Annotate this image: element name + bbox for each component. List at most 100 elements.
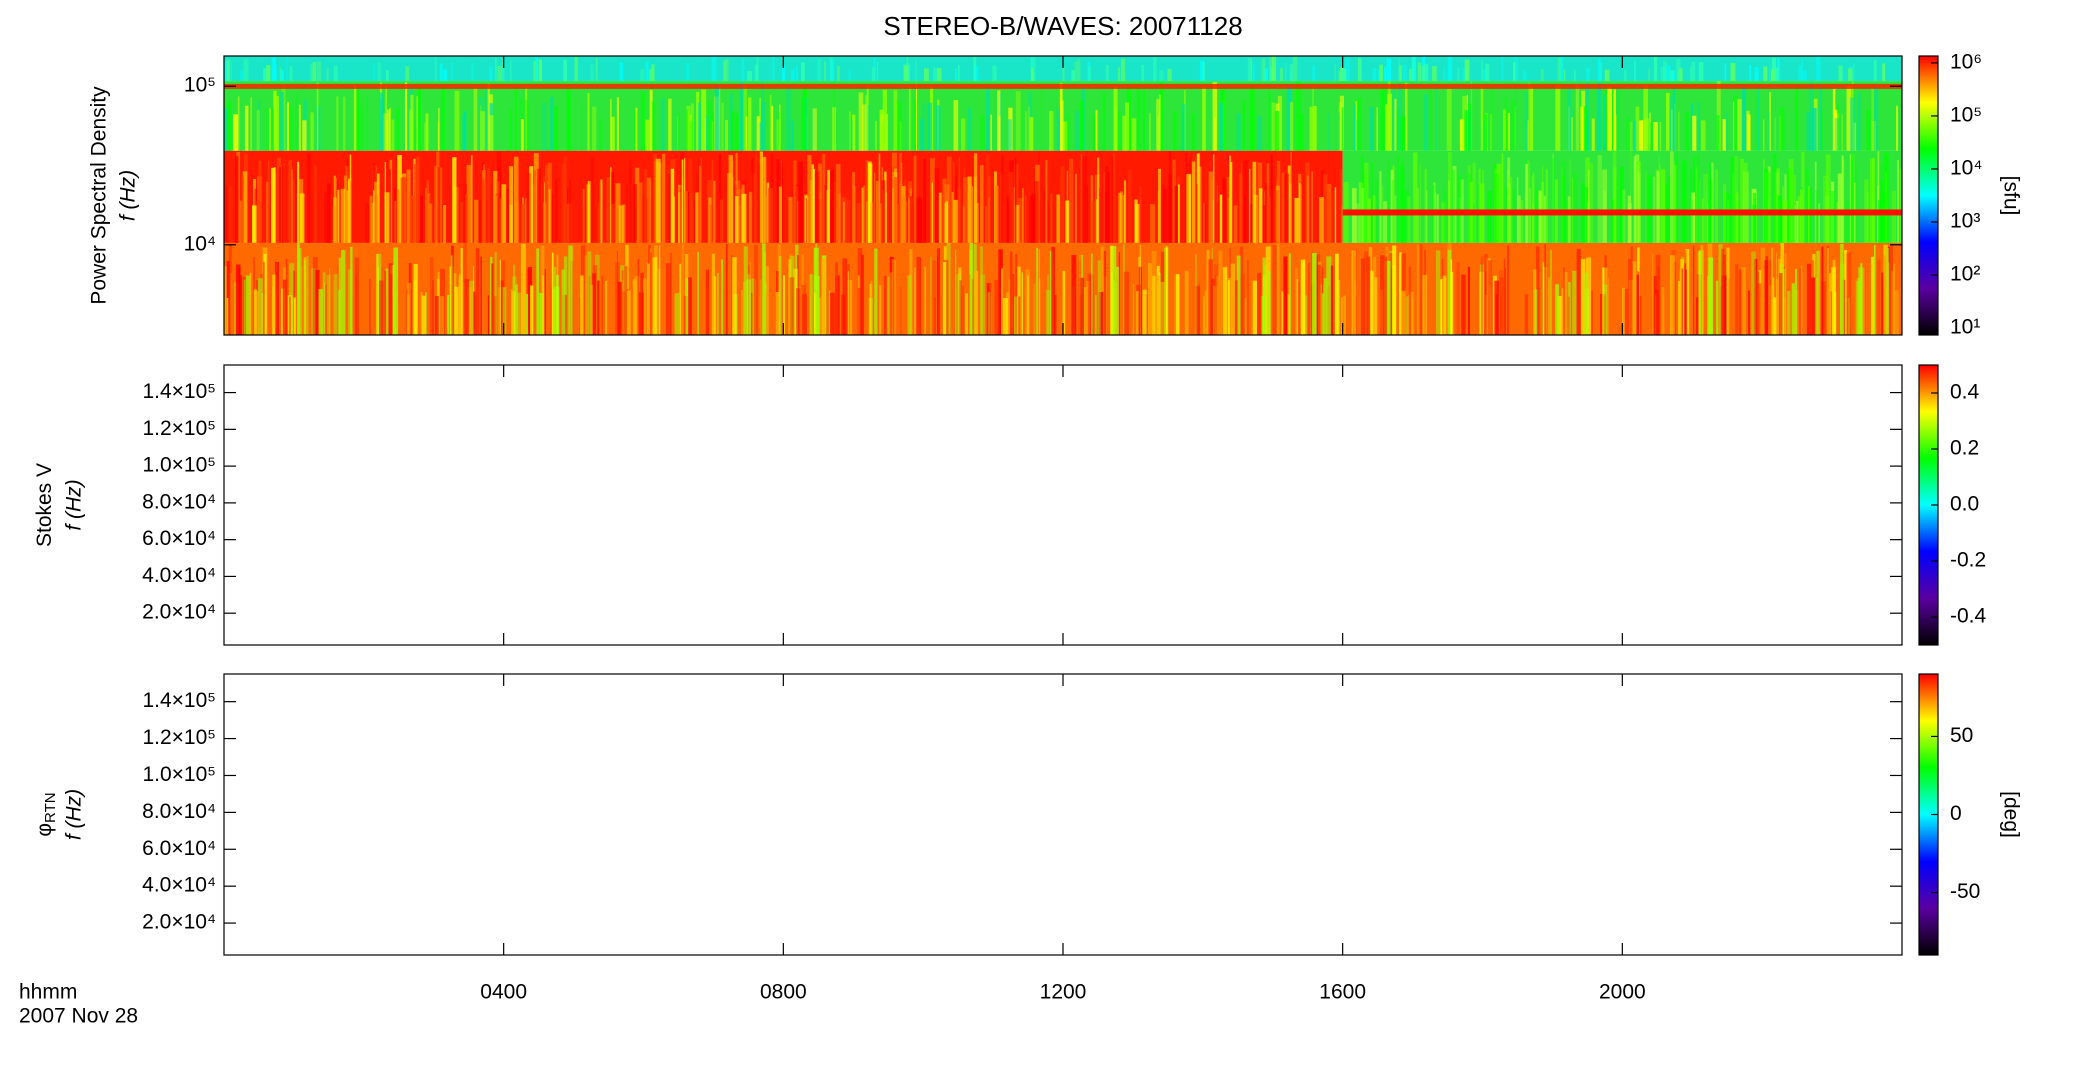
spectrogram-texture (1018, 197, 1023, 243)
spectrogram-texture (228, 244, 232, 335)
spectrogram-texture (698, 165, 702, 243)
spectrogram-texture (378, 187, 381, 243)
spectrogram-texture (1485, 63, 1490, 82)
spectrogram-texture (1673, 165, 1678, 243)
spectrogram-texture (689, 193, 694, 243)
spectrogram-texture (1016, 266, 1021, 335)
spectrogram-texture (1811, 107, 1817, 151)
spectrogram-texture (326, 275, 331, 335)
spectrogram-texture (1281, 98, 1283, 151)
spectrogram-texture (728, 155, 733, 243)
spectrogram-texture (726, 173, 732, 243)
spectrogram-texture (637, 258, 640, 335)
spectrogram-texture (924, 266, 927, 335)
spectrogram-texture (1074, 110, 1080, 151)
spectrogram-texture (1178, 184, 1180, 243)
spectrogram-texture (1040, 87, 1043, 151)
spectrogram-texture (1065, 200, 1070, 243)
spectrogram-texture (1664, 66, 1666, 82)
spectrogram-texture (1673, 86, 1676, 151)
spectrogram-texture (1559, 56, 1564, 82)
spectrogram-texture (638, 292, 644, 335)
spectrogram-texture (238, 267, 241, 335)
spectrogram-texture (1588, 170, 1590, 243)
spectrogram-texture (588, 275, 591, 335)
spectrogram-texture (697, 102, 701, 151)
spectrogram-texture (245, 275, 251, 335)
spectrogram-texture (524, 99, 530, 151)
spectrogram-texture (480, 105, 482, 151)
spectrogram-texture (497, 65, 502, 82)
spectrogram-texture (783, 275, 785, 335)
spectrogram-texture (1684, 263, 1687, 335)
spectrogram-texture (1242, 100, 1246, 151)
spectrogram-texture (1724, 63, 1727, 82)
spectrogram-texture (1776, 194, 1779, 243)
spectrogram-texture (1600, 62, 1602, 82)
spectrogram-texture (249, 272, 252, 335)
spectrogram-texture (355, 281, 358, 335)
spectrogram-texture (1270, 154, 1273, 243)
spectrogram-texture (1484, 254, 1488, 335)
spectrogram-texture (1534, 289, 1538, 335)
spectrogram-texture (436, 151, 440, 243)
spectrogram-texture (1018, 296, 1021, 335)
spectrogram-texture (1105, 165, 1109, 243)
spectrogram-texture (1754, 67, 1759, 82)
spectrogram-texture (696, 91, 700, 151)
spectrogram-texture (1513, 57, 1519, 82)
spectrogram-texture (756, 57, 759, 82)
spectrogram-texture (641, 193, 644, 243)
spectrogram-texture (1317, 261, 1321, 335)
spectrogram-texture (1627, 203, 1632, 243)
spectrogram-texture (1196, 153, 1200, 243)
spectrogram-texture (1479, 271, 1485, 335)
spectrogram-texture (235, 264, 241, 335)
spectrogram-texture (1769, 92, 1771, 151)
spectrogram-texture (1852, 63, 1855, 82)
spectrogram-texture (1496, 163, 1502, 243)
spectrogram-texture (1372, 195, 1376, 243)
spectrogram-texture (1821, 246, 1824, 335)
spectrogram-texture (645, 61, 649, 82)
spectrogram-texture (1633, 156, 1637, 243)
spectrogram-texture (1174, 185, 1178, 243)
spectrogram-texture (1029, 117, 1034, 151)
spectrogram-texture (1277, 95, 1283, 151)
y-tick-label: 10⁵ (184, 74, 216, 97)
spectrogram-texture (708, 197, 712, 243)
spectrogram-texture (534, 57, 539, 82)
spectrogram-texture (1083, 287, 1088, 335)
spectrogram-texture (1874, 88, 1879, 151)
spectrogram-texture (874, 172, 876, 243)
spectrogram-texture (1298, 182, 1301, 243)
spectrogram-texture (1634, 60, 1636, 82)
spectrogram-texture (1281, 291, 1284, 335)
spectrogram-texture (1247, 259, 1249, 335)
spectrogram-texture (1877, 259, 1881, 335)
spectrogram-texture (997, 90, 1001, 151)
spectrogram-texture (1385, 104, 1388, 151)
spectrogram-texture (1576, 81, 1580, 151)
spectrogram-texture (1191, 113, 1196, 151)
spectrogram-texture (1506, 245, 1510, 335)
spectrogram-texture (805, 198, 808, 243)
spectrogram-texture (1398, 57, 1401, 82)
spectrogram-texture (1095, 295, 1097, 335)
spectrogram-texture (550, 287, 553, 335)
spectrogram-texture (913, 98, 917, 151)
spectrogram-texture (1411, 56, 1416, 82)
spectrogram-texture (599, 119, 603, 151)
spectrogram-texture (1264, 68, 1268, 82)
spectrogram-texture (1386, 58, 1392, 82)
spectrogram-texture (1676, 156, 1679, 243)
spectrogram-texture (1654, 289, 1659, 335)
spectrogram-texture (316, 106, 321, 151)
spectrogram-texture (1132, 283, 1135, 335)
spectrogram-texture (670, 252, 672, 335)
spectrogram-texture (1012, 274, 1015, 335)
spectrogram-texture (1728, 194, 1731, 243)
spectrogram-texture (1690, 66, 1693, 82)
spectrogram-texture (1436, 194, 1439, 243)
spectrogram-texture (796, 288, 801, 335)
